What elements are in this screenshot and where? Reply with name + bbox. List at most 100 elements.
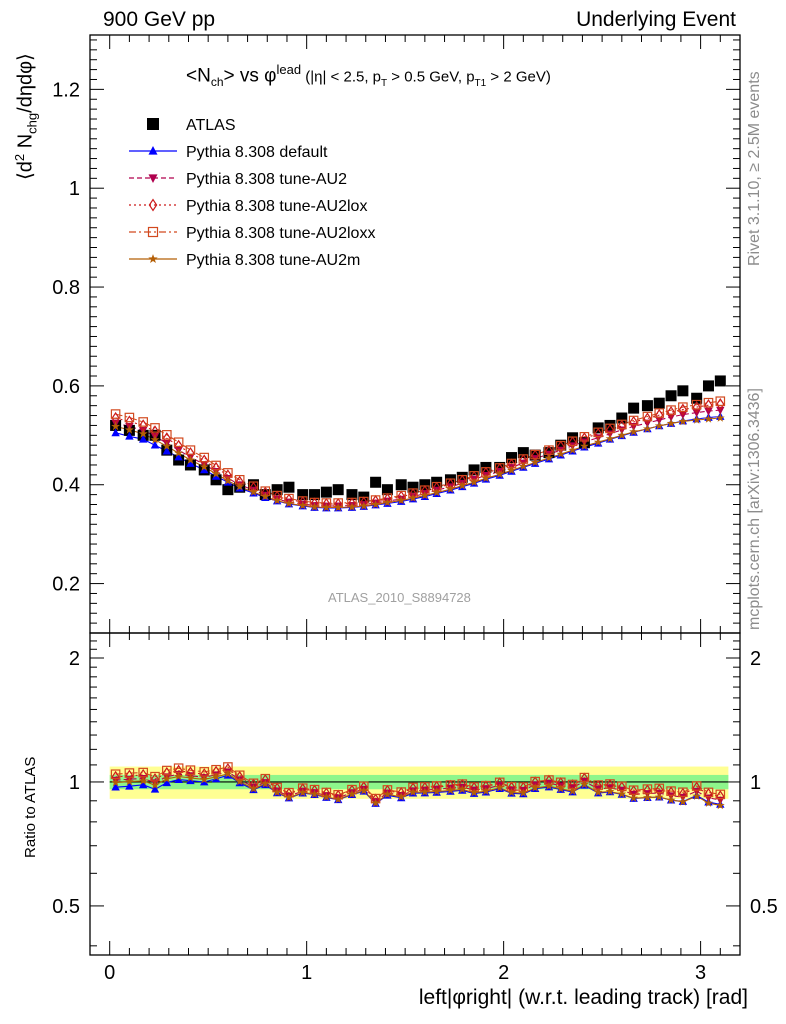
point-pythia-8-308-tune-au2m — [186, 455, 195, 464]
ratio-point-pythia-8-308-tune-au2m — [111, 778, 120, 787]
point-pythia-8-308-tune-au2loxx — [678, 402, 688, 412]
point-pythia-8-308-tune-au2m — [284, 498, 294, 508]
ratio-point-pythia-8-308-tune-au2m — [420, 787, 430, 796]
point-pythia-8-308-tune-au2loxx — [110, 409, 121, 419]
point-atlas — [456, 471, 468, 483]
ratio-point-pythia-8-308-tune-au2m — [199, 774, 209, 784]
point-pythia-8-308-tune-au2loxx — [530, 449, 540, 460]
point-pythia-8-308-tune-au2lox — [692, 401, 701, 414]
ratio-point-pythia-8-308-tune-au2loxx — [199, 767, 210, 777]
point-atlas — [665, 390, 677, 402]
ratio-point-pythia-8-308-tune-au2m — [457, 784, 467, 794]
energy-label: 900 GeV pp — [103, 8, 216, 31]
legend-marker-pythia-8-308-tune-au2 — [148, 174, 158, 183]
point-atlas — [297, 489, 309, 501]
point-pythia-8-308-default — [200, 465, 209, 474]
point-atlas — [370, 476, 382, 488]
point-pythia-8-308-tune-au2m — [666, 418, 676, 428]
point-pythia-8-308-tune-au2m — [310, 502, 319, 511]
ratio-point-pythia-8-308-tune-au2m — [507, 787, 516, 797]
analysis-label: Underlying Event — [576, 8, 736, 31]
point-atlas — [210, 474, 222, 486]
point-pythia-8-308-tune-au2m — [544, 453, 554, 462]
point-atlas — [222, 484, 234, 496]
point-pythia-8-308-tune-au2loxx — [124, 412, 135, 423]
point-atlas — [494, 461, 506, 473]
point-atlas — [616, 412, 628, 424]
point-pythia-8-308-tune-au2m — [446, 484, 455, 493]
point-pythia-8-308-tune-au2m — [457, 481, 467, 490]
point-pythia-8-308-tune-au2loxx — [150, 423, 160, 433]
point-pythia-8-308-tune-au2m — [518, 461, 528, 471]
ratio-point-pythia-8-308-tune-au2m — [556, 784, 566, 793]
ratio-point-pythia-8-308-tune-au2m — [272, 787, 282, 797]
point-pythia-8-308-tune-au2m — [580, 441, 589, 450]
ratio-point-pythia-8-308-tune-au2m — [174, 771, 183, 781]
point-pythia-8-308-tune-au2lox — [655, 408, 664, 422]
ratio-point-pythia-8-308-tune-au2m — [235, 776, 245, 786]
point-pythia-8-308-tune-au2m — [593, 437, 603, 446]
point-atlas — [283, 481, 295, 493]
point-atlas — [395, 479, 407, 491]
point-pythia-8-308-tune-au2m — [211, 469, 221, 478]
point-pythia-8-308-tune-au2loxx — [567, 436, 578, 447]
point-pythia-8-308-tune-au2lox — [629, 415, 638, 429]
point-pythia-8-308-tune-au2loxx — [715, 396, 726, 407]
point-pythia-8-308-tune-au2m — [692, 415, 702, 424]
ratio-point-pythia-8-308-tune-au2m — [298, 788, 308, 797]
ratio-tick-label: 1 — [69, 772, 80, 794]
legend-marker-pythia-8-308-tune-au2m — [148, 254, 158, 263]
point-pythia-8-308-tune-au2m — [495, 469, 505, 479]
point-pythia-8-308-tune-au2 — [716, 406, 725, 415]
ratio-point-pythia-8-308-tune-au2m — [495, 783, 505, 792]
ratio-tick-label: 2 — [69, 648, 80, 670]
point-atlas — [529, 449, 541, 461]
point-pythia-8-308-tune-au2m — [408, 493, 418, 502]
point-pythia-8-308-default — [111, 428, 120, 437]
legend-label-atlas: ATLAS — [186, 117, 236, 134]
ratio-point-pythia-8-308-tune-au2m — [333, 794, 343, 803]
ratio-point-pythia-8-308-tune-au2m — [284, 792, 294, 802]
point-pythia-8-308-tune-au2m — [125, 425, 134, 434]
point-pythia-8-308-tune-au2loxx — [642, 411, 653, 422]
point-atlas — [506, 452, 518, 464]
point-pythia-8-308-tune-au2lox — [716, 398, 725, 411]
ratio-point-pythia-8-308-tune-au2m — [223, 769, 233, 778]
ratio-point-pythia-8-308-tune-au2m — [666, 795, 676, 804]
ratio-point-pythia-8-308-tune-au2m — [211, 772, 221, 781]
point-pythia-8-308-tune-au2m — [322, 502, 331, 512]
point-pythia-8-308-default — [138, 434, 148, 443]
point-atlas — [271, 484, 283, 496]
point-pythia-8-308-tune-au2loxx — [579, 431, 590, 442]
ratio-point-pythia-8-308-tune-au2loxx — [678, 787, 688, 798]
point-atlas — [702, 380, 714, 392]
point-pythia-8-308-tune-au2loxx — [654, 408, 665, 418]
point-pythia-8-308-tune-au2lox — [678, 403, 687, 416]
ratio-point-pythia-8-308-tune-au2loxx — [654, 783, 665, 794]
ratio-point-pythia-8-308-tune-au2m — [150, 780, 160, 789]
point-pythia-8-308-tune-au2m — [507, 465, 516, 475]
ratio-point-pythia-8-308-tune-au2m — [704, 798, 713, 807]
ratio-point-pythia-8-308-default — [125, 781, 134, 790]
ratio-point-pythia-8-308-tune-au2loxx — [628, 785, 639, 796]
ratio-point-pythia-8-308-default — [162, 778, 172, 787]
ratio-point-pythia-8-308-tune-au2m — [446, 785, 455, 795]
point-pythia-8-308-tune-au2loxx — [173, 437, 184, 448]
point-pythia-8-308-tune-au2m — [371, 499, 380, 509]
point-atlas — [641, 400, 653, 412]
point-pythia-8-308-tune-au2loxx — [691, 399, 702, 410]
point-pythia-8-308-tune-au2m — [111, 421, 120, 431]
ratio-point-pythia-8-308-tune-au2m — [347, 789, 357, 798]
ratio-point-pythia-8-308-tune-au2m — [605, 786, 615, 796]
ratio-point-pythia-8-308-tune-au2m — [322, 792, 331, 801]
point-pythia-8-308-tune-au2loxx — [628, 415, 639, 426]
point-pythia-8-308-tune-au2m — [162, 441, 172, 450]
y-tick-label: 0.4 — [52, 475, 80, 497]
ratio-tick-label-right: 0.5 — [750, 896, 778, 918]
point-pythia-8-308-tune-au2m — [396, 495, 406, 505]
point-pythia-8-308-tune-au2m — [174, 448, 183, 457]
analysis-watermark: ATLAS_2010_S8894728 — [328, 590, 471, 605]
legend-label-pythia-8-308-tune-au2m: Pythia 8.308 tune-AU2m — [186, 252, 360, 269]
point-pythia-8-308-tune-au2m — [223, 476, 233, 485]
